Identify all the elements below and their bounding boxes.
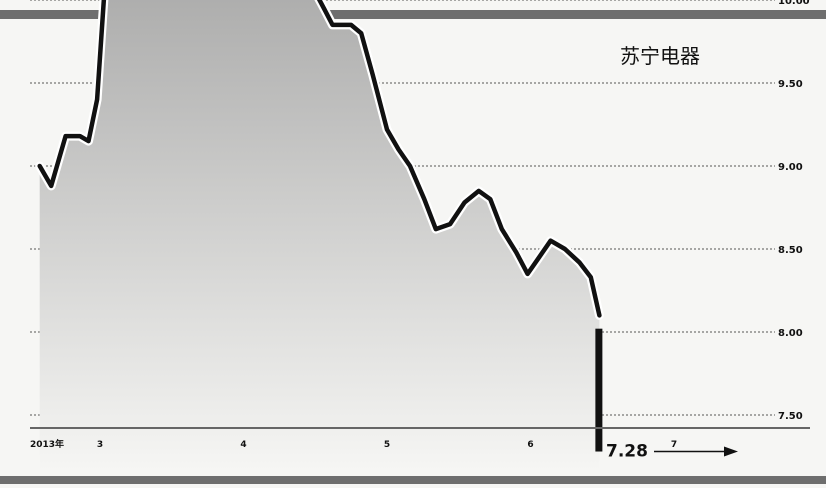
y-tick-label: 7.50 — [778, 411, 803, 422]
bottom-frame-bar — [0, 476, 826, 484]
x-tick-label: 4 — [240, 440, 246, 450]
annotations: 11.357.28 — [606, 442, 738, 462]
x-tick-label: 5 — [384, 440, 390, 450]
area-fill-path — [39, 0, 600, 472]
y-tick-label: 10.00 — [778, 0, 810, 7]
top-frame-bar — [0, 10, 826, 19]
series-line — [37, 0, 602, 318]
x-axis: 2013年 3 4 5 6 7 — [30, 427, 810, 450]
x-tick-label: 7 — [671, 440, 677, 450]
y-tick-label: 9.00 — [778, 162, 803, 173]
series-line-group — [35, 0, 604, 452]
y-tick-label: 9.50 — [778, 79, 803, 90]
y-axis-ticks: 11.0010.5010.009.509.008.508.007.50 — [778, 0, 810, 422]
area-fill — [39, 0, 600, 472]
y-tick-label: 8.00 — [778, 328, 803, 339]
low-value-label: 7.28 — [606, 442, 648, 462]
x-axis-year-label: 2013年 — [30, 438, 64, 450]
drop-bar — [595, 328, 603, 452]
x-tick-label: 6 — [527, 440, 533, 450]
low-value-arrow-head — [724, 446, 738, 457]
y-tick-label: 8.50 — [778, 245, 803, 256]
chart-title: 苏宁电器 — [620, 44, 700, 68]
x-tick-label: 3 — [97, 440, 103, 450]
